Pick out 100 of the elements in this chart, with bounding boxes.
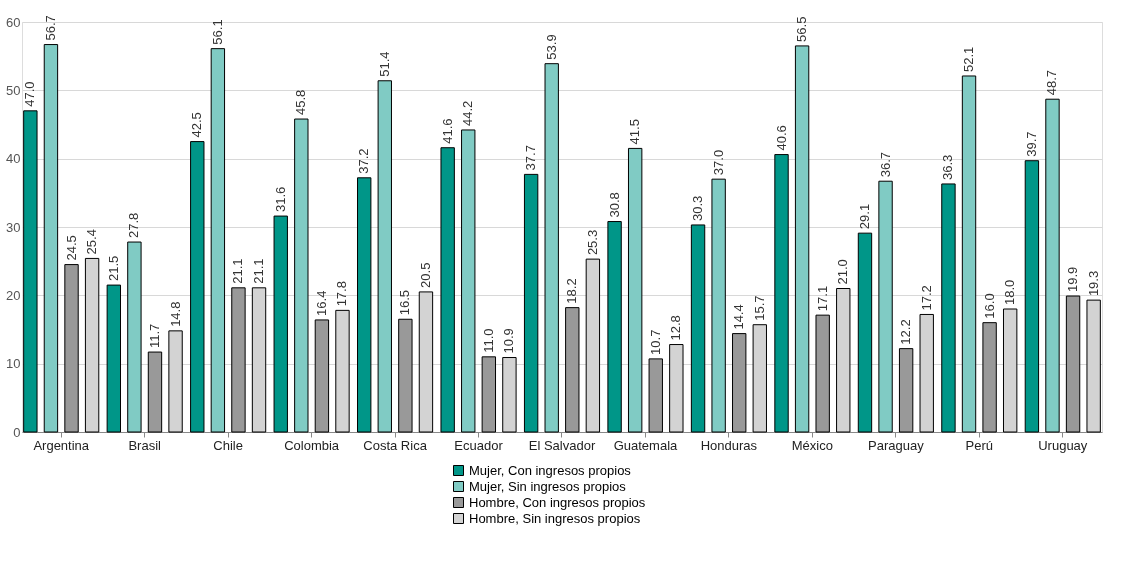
x-tick-label: Costa Rica	[363, 437, 428, 453]
data-label: 21.1	[230, 258, 246, 284]
data-label: 16.0	[981, 293, 997, 319]
bar	[857, 232, 873, 433]
bar	[1024, 160, 1040, 433]
data-label: 18.2	[564, 278, 580, 304]
bar	[147, 351, 163, 433]
data-label: 10.9	[501, 328, 517, 354]
data-label: 16.4	[313, 290, 329, 316]
data-label: 56.1	[209, 19, 225, 45]
data-label: 12.8	[668, 315, 684, 341]
x-tick-label: Argentina	[33, 437, 90, 453]
data-label: 25.3	[584, 229, 600, 256]
data-label: 16.5	[397, 289, 413, 316]
bar	[961, 75, 977, 433]
data-label: 18.0	[1002, 279, 1018, 305]
bar	[565, 307, 580, 433]
data-label: 37.2	[356, 148, 372, 174]
y-tick-label: 50	[6, 82, 21, 98]
x-tick-label: Colombia	[284, 437, 340, 453]
data-label: 25.4	[84, 229, 100, 255]
data-label: 39.7	[1023, 131, 1039, 157]
data-label: 37.7	[523, 145, 539, 171]
bar	[607, 221, 622, 433]
data-label: 17.2	[918, 285, 934, 311]
bar	[898, 348, 914, 433]
data-label: 36.7	[877, 151, 893, 178]
bar	[43, 44, 59, 433]
x-tick-label: Honduras	[700, 437, 758, 453]
bar	[544, 63, 559, 433]
data-label: 30.3	[690, 195, 706, 221]
data-label: 14.4	[731, 304, 747, 330]
data-label: 19.9	[1065, 266, 1081, 293]
data-label: 52.1	[961, 46, 977, 72]
bar	[190, 141, 205, 433]
y-tick-label: 40	[6, 151, 21, 167]
bar	[294, 118, 309, 433]
legend-label: Hombre, Sin ingresos propios	[469, 510, 641, 526]
y-tick-label: 30	[6, 219, 21, 235]
x-tick-label: El Salvador	[528, 437, 596, 453]
bar	[648, 358, 663, 433]
bar	[690, 224, 706, 433]
data-label: 17.8	[334, 281, 350, 307]
bar	[794, 45, 810, 433]
bar	[231, 287, 246, 433]
bar	[64, 264, 79, 433]
data-label: 37.0	[710, 149, 726, 176]
bar	[982, 322, 997, 433]
bar	[711, 178, 726, 433]
bar	[377, 80, 392, 433]
bar	[127, 241, 142, 433]
data-label: 21.0	[835, 259, 851, 285]
x-tick-label: México	[791, 437, 833, 453]
bar	[523, 173, 539, 433]
x-tick-label: Guatemala	[613, 437, 679, 453]
data-label: 47.0	[22, 81, 38, 107]
legend-label: Mujer, Sin ingresos propios	[469, 478, 627, 494]
y-tick-label: 20	[6, 287, 21, 303]
data-label: 45.8	[293, 89, 309, 116]
legend-label: Hombre, Con ingresos propios	[469, 494, 646, 510]
data-label: 24.5	[63, 235, 79, 261]
data-label: 21.5	[105, 255, 121, 282]
data-label: 51.4	[376, 51, 392, 77]
bar	[1045, 98, 1060, 433]
bar	[774, 154, 789, 433]
bar	[1065, 295, 1081, 433]
bar	[627, 147, 643, 433]
x-tick-label: Chile	[213, 437, 243, 453]
y-tick-label: 60	[6, 14, 21, 30]
bar	[481, 356, 497, 433]
y-tick-label: 10	[6, 356, 21, 372]
data-label: 31.6	[272, 186, 288, 213]
x-tick-label: Paraguay	[868, 437, 925, 453]
data-label: 56.7	[42, 15, 58, 41]
data-label: 15.7	[751, 295, 767, 321]
bar	[398, 318, 413, 433]
data-label: 11.0	[480, 328, 496, 353]
bar	[314, 319, 330, 433]
bar	[815, 314, 830, 433]
bar	[461, 129, 476, 433]
data-label: 53.9	[543, 34, 559, 60]
bar	[941, 183, 956, 433]
bar	[878, 180, 893, 433]
y-tick-label: 0	[13, 424, 21, 440]
data-label: 36.3	[940, 154, 956, 180]
data-label: 48.7	[1044, 69, 1060, 96]
bar	[273, 215, 288, 433]
data-label: 42.5	[189, 112, 205, 138]
bar	[210, 48, 226, 433]
data-label: 14.8	[167, 301, 183, 327]
data-label: 44.2	[460, 100, 476, 126]
data-label: 12.2	[898, 319, 914, 345]
data-label: 41.5	[627, 119, 643, 145]
data-label: 29.1	[856, 203, 872, 230]
data-label: 40.6	[773, 125, 789, 151]
data-label: 27.8	[126, 212, 142, 239]
data-label: 41.6	[439, 118, 455, 144]
data-label: 19.3	[1085, 270, 1101, 297]
bar	[440, 147, 455, 433]
data-label: 10.7	[647, 329, 663, 355]
